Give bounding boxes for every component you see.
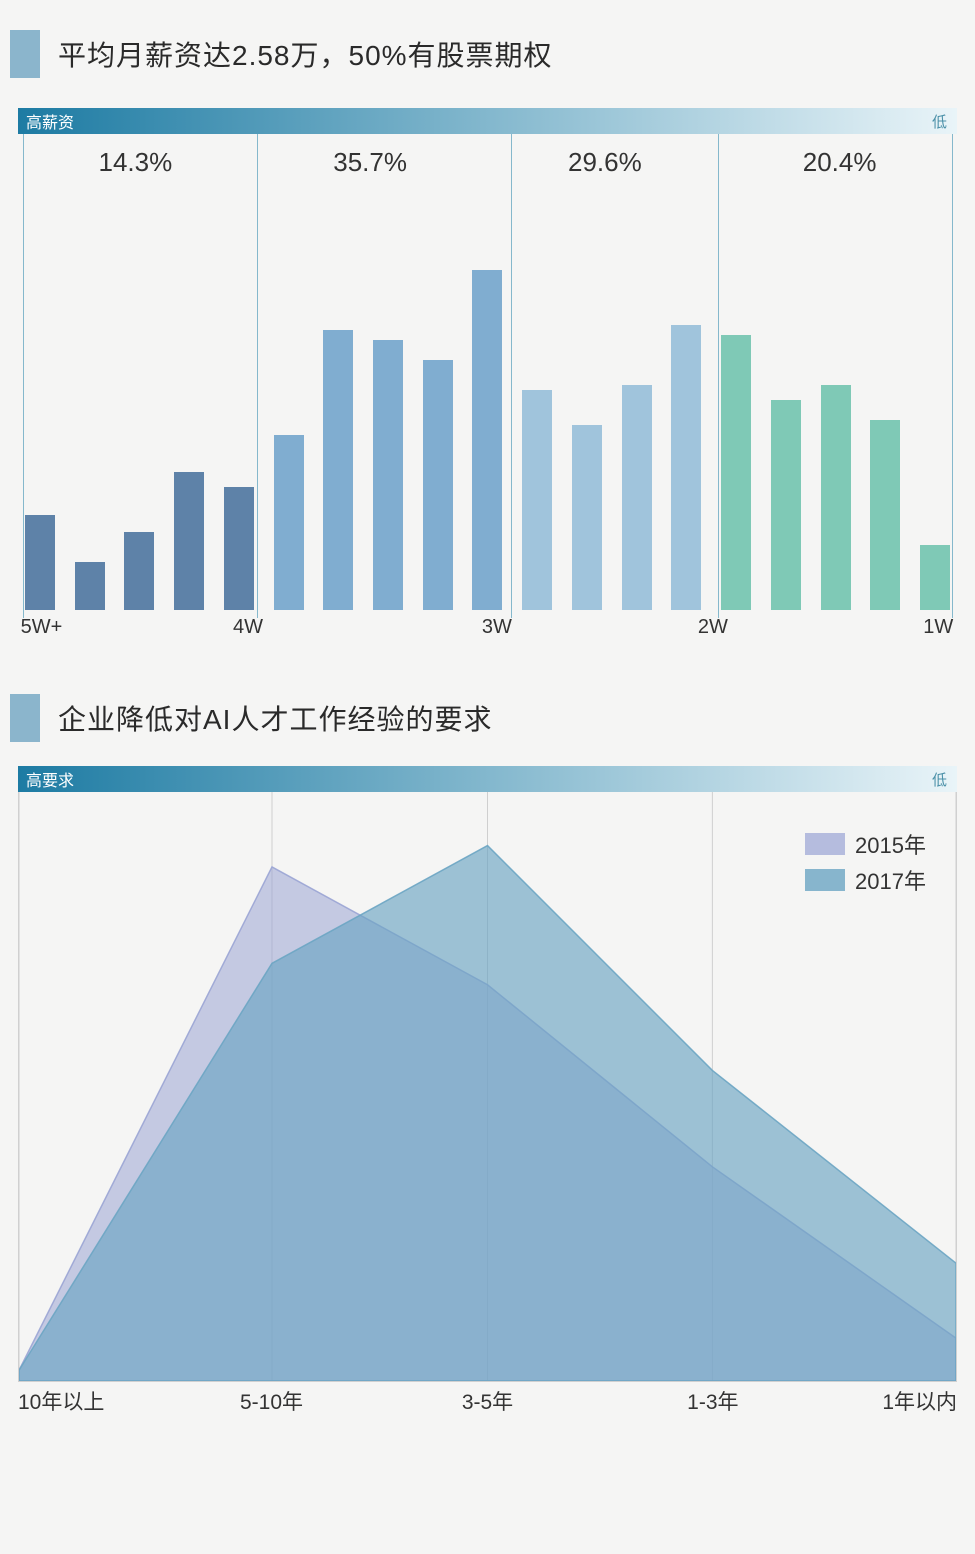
divider-line [511, 134, 512, 618]
title-accent-bar [10, 30, 40, 78]
area-xtick-label: 3-5年 [462, 1386, 513, 1416]
header-left-label: 高要求 [26, 767, 74, 791]
divider-line [23, 134, 24, 618]
bar [75, 562, 105, 610]
bar-xtick-label: 4W [233, 616, 263, 639]
legend-swatch [805, 869, 845, 891]
section1-title-row: 平均月薪资达2.58万，50%有股票期权 [10, 30, 975, 78]
salary-bar-chart: 14.3%35.7%29.6%20.4% 5W+ 4W 3W 2W 1W [18, 134, 957, 654]
bar [870, 420, 900, 610]
bar-xtick-label: 1W [923, 616, 953, 639]
bar [274, 435, 304, 610]
bar-chart-container: 高薪资 低 14.3%35.7%29.6%20.4% 5W+ 4W 3W 2W 1W [18, 108, 957, 654]
bar-plot-area [18, 190, 957, 610]
bar-xtick-label: 3W [482, 616, 512, 639]
header-right-label: 低 [932, 769, 947, 790]
bar [721, 335, 751, 610]
bar [373, 340, 403, 610]
bar [224, 487, 254, 610]
percent-label: 35.7% [253, 134, 488, 190]
section1-title: 平均月薪资达2.58万，50%有股票期权 [58, 34, 553, 74]
bar-xtick-label: 2W [698, 616, 728, 639]
legend-label: 2015年 [855, 828, 926, 860]
bar [323, 330, 353, 610]
bar [174, 472, 204, 610]
legend-row: 2017年 [805, 864, 926, 896]
section2-title: 企业降低对AI人才工作经验的要求 [58, 698, 492, 738]
bar [423, 360, 453, 610]
bar [472, 270, 502, 610]
bar [522, 390, 552, 610]
percent-label: 20.4% [722, 134, 957, 190]
legend-row: 2015年 [805, 828, 926, 860]
area-xtick-label: 1年以内 [882, 1386, 957, 1416]
divider-line [718, 134, 719, 618]
bar [572, 425, 602, 610]
bar [920, 545, 950, 610]
bar [671, 325, 701, 610]
bar [25, 515, 55, 610]
bar [124, 532, 154, 610]
divider-line [952, 134, 953, 618]
header-right-label: 低 [932, 111, 947, 132]
title-accent-bar [10, 694, 40, 742]
area-x-axis-labels: 10年以上 5-10年 3-5年 1-3年 1年以内 [18, 1386, 957, 1420]
area-xtick-label: 10年以上 [18, 1386, 104, 1416]
bar-xtick-label: 5W+ [21, 616, 63, 639]
legend-label: 2017年 [855, 864, 926, 896]
header-left-label: 高薪资 [26, 109, 74, 133]
area-xtick-label: 5-10年 [240, 1386, 303, 1416]
section2-title-row: 企业降低对AI人才工作经验的要求 [10, 694, 975, 742]
bar-x-axis-labels: 5W+ 4W 3W 2W 1W [18, 616, 957, 646]
divider-line [257, 134, 258, 618]
salary-gradient-header: 高薪资 低 [18, 108, 957, 134]
percent-labels-row: 14.3%35.7%29.6%20.4% [18, 134, 957, 190]
area-chart-legend: 2015年 2017年 [805, 828, 926, 900]
bar [821, 385, 851, 610]
bar [771, 400, 801, 610]
area-xtick-label: 1-3年 [687, 1386, 738, 1416]
percent-label: 29.6% [488, 134, 723, 190]
percent-label: 14.3% [18, 134, 253, 190]
legend-swatch [805, 833, 845, 855]
bar [622, 385, 652, 610]
experience-area-chart: 2015年 2017年 [18, 792, 957, 1382]
experience-gradient-header: 高要求 低 [18, 766, 957, 792]
area-chart-container: 高要求 低 2015年 2017年 [18, 766, 957, 1382]
